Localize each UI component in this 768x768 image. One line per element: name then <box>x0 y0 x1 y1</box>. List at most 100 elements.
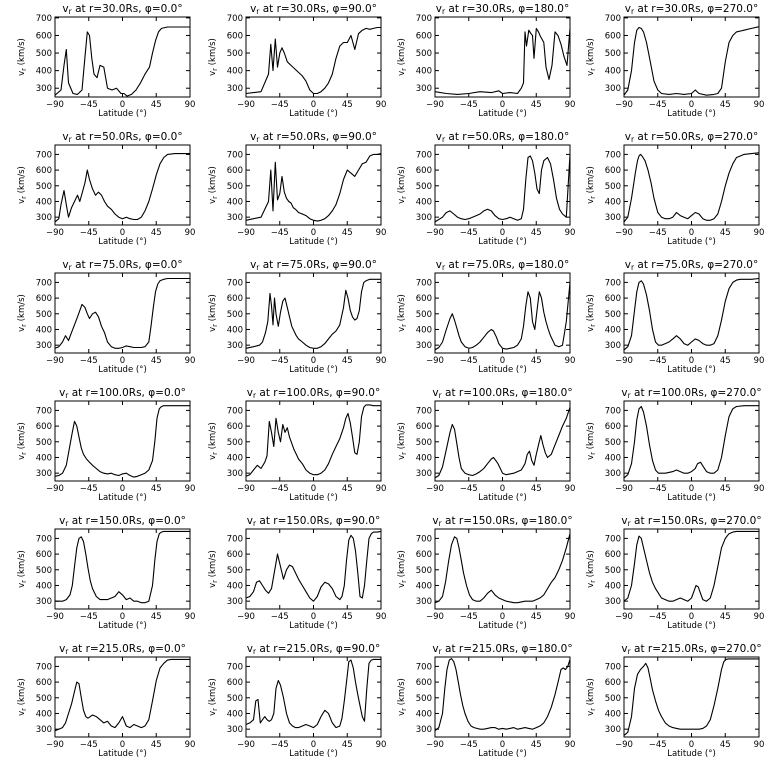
x-tick-label: 0 <box>311 356 316 366</box>
x-tick-label: 0 <box>311 612 316 622</box>
x-tick-label: 0 <box>500 740 505 750</box>
series-line <box>245 26 381 95</box>
x-tick-label: 0 <box>689 612 694 622</box>
y-axis-label: vr (km/s) <box>586 550 597 588</box>
y-tick-label: 600 <box>605 422 621 432</box>
y-tick-label: 500 <box>605 49 621 59</box>
x-tick-label: −45 <box>460 100 478 110</box>
series-line <box>434 282 571 351</box>
x-tick-label: 0 <box>120 356 125 366</box>
x-tick-label: 45 <box>151 740 162 750</box>
y-tick-label: 400 <box>36 325 52 335</box>
x-tick-label: 0 <box>120 100 125 110</box>
x-tick-label: −90 <box>46 740 64 750</box>
x-tick-label: 45 <box>342 100 353 110</box>
x-tick-label: −45 <box>80 100 98 110</box>
panel-title: vr at r=100.0Rs, φ=0.0° <box>59 387 186 400</box>
x-tick-label: 45 <box>720 740 731 750</box>
panel-title: vr at r=50.0Rs, φ=0.0° <box>62 131 182 144</box>
y-tick-label: 700 <box>416 406 432 416</box>
x-tick-label: −90 <box>237 356 255 366</box>
plot-frame <box>434 400 571 482</box>
y-tick-label: 600 <box>36 550 52 560</box>
series-line <box>623 530 759 602</box>
series-line <box>54 405 190 478</box>
x-tick-label: 90 <box>185 612 196 622</box>
x-tick-label: −45 <box>649 612 667 622</box>
y-tick-label: 400 <box>227 325 243 335</box>
x-axis-label: Latitude (°) <box>98 749 147 759</box>
panel-title: vr at r=30.0Rs, φ=90.0° <box>250 3 377 16</box>
x-tick-label: −45 <box>649 228 667 238</box>
chart-panel: vr at r=75.0Rs, φ=90.0° −90 −45 0 45 90 300 400… <box>208 259 386 375</box>
y-tick-label: 600 <box>227 294 243 304</box>
x-axis-label: Latitude (°) <box>667 109 716 119</box>
plot-frame <box>54 144 191 226</box>
x-tick-label: 90 <box>565 612 576 622</box>
x-axis-label: Latitude (°) <box>98 109 147 119</box>
y-tick-label: 600 <box>227 166 243 176</box>
x-tick-label: 0 <box>500 228 505 238</box>
y-tick-label: 400 <box>416 67 432 77</box>
y-tick-label: 500 <box>227 310 243 320</box>
panel-title: vr at r=50.0Rs, φ=270.0° <box>625 131 759 144</box>
series-line <box>623 405 759 479</box>
y-tick-label: 500 <box>36 49 52 59</box>
y-tick-label: 700 <box>36 150 52 160</box>
x-tick-label: −90 <box>615 100 633 110</box>
series-line <box>245 278 381 349</box>
y-tick-label: 700 <box>36 406 52 416</box>
x-tick-label: 90 <box>754 612 765 622</box>
y-tick-label: 300 <box>416 469 432 479</box>
y-tick-label: 500 <box>416 182 432 192</box>
y-tick-label: 300 <box>227 597 243 607</box>
x-tick-label: −90 <box>46 100 64 110</box>
x-axis-label: Latitude (°) <box>289 621 338 631</box>
x-tick-label: 90 <box>376 484 387 494</box>
chart-panel: vr at r=100.0Rs, φ=180.0° −90 −45 0 45 90 300 4… <box>397 387 575 503</box>
x-axis-label: Latitude (°) <box>289 749 338 759</box>
y-tick-label: 400 <box>605 197 621 207</box>
y-tick-label: 700 <box>227 14 243 24</box>
x-axis-label: Latitude (°) <box>98 365 147 375</box>
x-tick-label: −45 <box>649 740 667 750</box>
x-tick-label: −45 <box>649 356 667 366</box>
y-tick-label: 400 <box>36 197 52 207</box>
y-tick-label: 400 <box>36 67 52 77</box>
x-tick-label: 45 <box>342 228 353 238</box>
y-tick-label: 700 <box>227 534 243 544</box>
x-tick-label: 45 <box>342 612 353 622</box>
y-tick-label: 300 <box>227 341 243 351</box>
x-tick-label: −45 <box>271 612 289 622</box>
x-tick-label: 45 <box>342 484 353 494</box>
chart-panel: vr at r=50.0Rs, φ=90.0° −90 −45 0 45 90 300 400… <box>208 131 386 247</box>
x-tick-label: 0 <box>689 484 694 494</box>
x-tick-label: −45 <box>460 356 478 366</box>
y-axis-label: vr (km/s) <box>208 38 219 76</box>
y-tick-label: 700 <box>416 534 432 544</box>
chart-panel: vr at r=215.0Rs, φ=270.0° −90 −45 0 45 90 300 4… <box>586 643 764 759</box>
x-axis-label: Latitude (°) <box>478 365 527 375</box>
y-axis-label: vr (km/s) <box>397 294 408 332</box>
x-tick-label: 45 <box>342 356 353 366</box>
x-tick-label: −90 <box>615 356 633 366</box>
y-tick-label: 500 <box>605 438 621 448</box>
series-line <box>54 153 190 223</box>
y-axis-label: vr (km/s) <box>397 166 408 204</box>
x-tick-label: −45 <box>271 100 289 110</box>
y-tick-label: 300 <box>227 213 243 223</box>
y-axis-label: vr (km/s) <box>586 294 597 332</box>
x-tick-label: −90 <box>426 100 444 110</box>
x-tick-label: 45 <box>531 228 542 238</box>
x-tick-label: −45 <box>271 356 289 366</box>
series-line <box>434 407 571 479</box>
series-line <box>623 152 760 223</box>
x-tick-label: 0 <box>311 228 316 238</box>
y-tick-label: 500 <box>416 566 432 576</box>
y-tick-label: 500 <box>36 310 52 320</box>
y-tick-label: 300 <box>605 725 621 735</box>
y-tick-label: 400 <box>605 453 621 463</box>
chart-panel: vr at r=150.0Rs, φ=270.0° −90 −45 0 45 90 300 4… <box>586 515 764 631</box>
x-tick-label: 0 <box>500 484 505 494</box>
y-axis-label: vr (km/s) <box>17 422 28 460</box>
